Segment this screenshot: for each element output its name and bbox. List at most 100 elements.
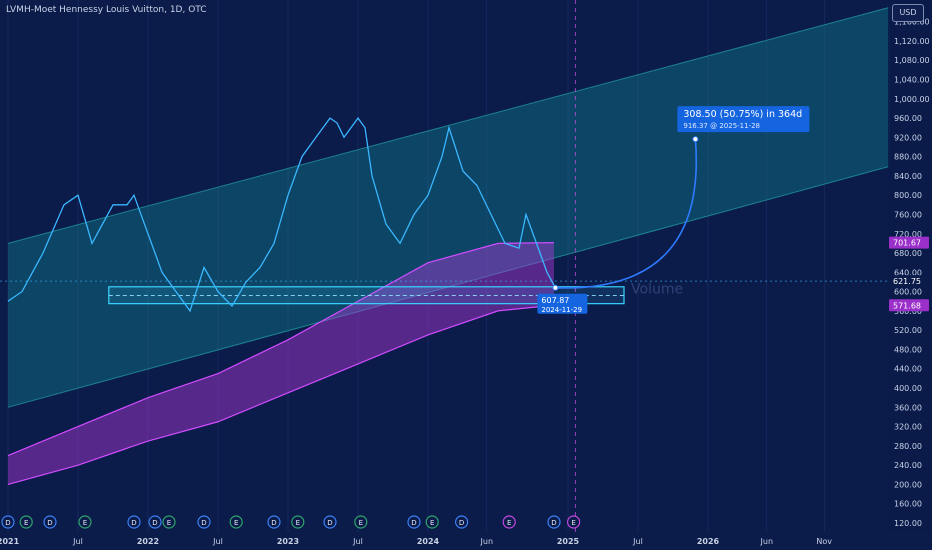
x-tick-label: 2026: [697, 537, 720, 546]
y-tick-label: 1,000.00: [894, 95, 930, 104]
event-marker-text: E: [24, 519, 28, 527]
y-tick-label: 160.00: [894, 500, 922, 509]
x-tick-label: 2021: [0, 537, 20, 546]
event-marker-earnings[interactable]: [354, 515, 368, 529]
chart-title: LVMH-Moet Hennessy Louis Vuitton, 1D, OT…: [6, 5, 207, 15]
x-tick-label: Jul: [212, 537, 223, 546]
event-marker-earnings[interactable]: [502, 515, 516, 529]
y-tick-label: 1,040.00: [894, 75, 930, 84]
y-tick-label: 400.00: [894, 384, 922, 393]
x-tick-label: 2023: [277, 537, 299, 546]
event-marker-text: D: [152, 519, 157, 527]
projection-target-text: 916.37 @ 2025-11-28: [683, 122, 760, 130]
ma-upper-tag: 701.67: [893, 239, 921, 248]
event-marker-dividend[interactable]: [455, 515, 469, 529]
y-tick-label: 920.00: [894, 133, 922, 142]
event-marker-earnings[interactable]: [229, 515, 243, 529]
channel-upper-line: [7, 6, 891, 244]
y-tick-label: 800.00: [894, 191, 922, 200]
y-tick-label: 720.00: [894, 230, 922, 239]
event-marker-text: E: [571, 519, 575, 527]
y-tick-label: 120.00: [894, 519, 922, 528]
event-marker-text: D: [131, 519, 136, 527]
y-tick-label: 520.00: [894, 326, 922, 335]
current-price-tag: 621.75: [893, 277, 921, 286]
ma-lower-tag: 571.68: [893, 301, 921, 310]
event-marker-dividend[interactable]: [1, 515, 15, 529]
start-label-box: [537, 293, 588, 314]
start-date-text: 2024-11-29: [541, 306, 582, 314]
y-tick-label: 440.00: [894, 365, 922, 374]
event-marker-text: E: [296, 519, 300, 527]
ma-upper-line: [7, 241, 555, 457]
event-marker-dividend[interactable]: [197, 515, 211, 529]
event-marker-text: D: [411, 519, 416, 527]
y-tick-label: 480.00: [894, 345, 922, 354]
x-tick-label: Jun: [760, 537, 774, 546]
y-tick-label: 1,120.00: [894, 37, 930, 46]
y-tick-label: 240.00: [894, 461, 922, 470]
y-tick-label: 360.00: [894, 403, 922, 412]
x-tick-label: Jul: [352, 537, 363, 546]
y-tick-label: 880.00: [894, 153, 922, 162]
projection-change-text: 308.50 (50.75%) in 364d: [683, 109, 802, 120]
event-marker-earnings[interactable]: [291, 515, 305, 529]
event-marker-earnings[interactable]: [566, 515, 581, 529]
y-tick-label: 760.00: [894, 210, 922, 219]
event-marker-text: D: [327, 519, 332, 527]
event-marker-dividend[interactable]: [127, 515, 141, 529]
event-marker-dividend[interactable]: [148, 515, 162, 529]
x-tick-label: Jul: [72, 537, 83, 546]
currency-button[interactable]: USD: [892, 4, 924, 22]
x-tick-label: 2024: [417, 537, 440, 546]
projection-label-box: [677, 106, 810, 133]
event-marker-dividend[interactable]: [43, 515, 57, 529]
projection-end-point[interactable]: [692, 136, 699, 143]
y-tick-label: 840.00: [894, 172, 922, 181]
event-marker-dividend[interactable]: [323, 515, 337, 529]
y-tick-label: 200.00: [894, 480, 922, 489]
y-tick-label: 960.00: [894, 114, 922, 123]
y-tick-label: 1,080.00: [894, 56, 930, 65]
x-axis-panel: [0, 532, 932, 550]
event-marker-text: D: [201, 519, 206, 527]
current-price-tag-bg: [889, 275, 929, 288]
event-marker-text: D: [47, 519, 52, 527]
y-tick-label: 320.00: [894, 423, 922, 432]
x-tick-label: Nov: [816, 537, 832, 546]
y-tick-label: 680.00: [894, 249, 922, 258]
channel-area: [8, 7, 890, 408]
projection-curve[interactable]: [555, 139, 698, 289]
y-tick-label: 1,160.00: [894, 18, 930, 27]
event-marker-earnings[interactable]: [19, 515, 33, 529]
event-marker-earnings[interactable]: [78, 515, 92, 529]
ma-lower-tag-bg: [889, 299, 929, 312]
event-marker-dividend[interactable]: [547, 515, 561, 529]
event-marker-earnings[interactable]: [162, 515, 176, 529]
event-marker-text: E: [430, 519, 434, 527]
event-marker-dividend[interactable]: [407, 515, 421, 529]
event-marker-text: D: [551, 519, 556, 527]
x-tick-label: 2022: [137, 537, 159, 546]
y-tick-label: 640.00: [894, 268, 922, 277]
y-tick-label: 600.00: [894, 288, 922, 297]
event-marker-text: E: [83, 519, 87, 527]
event-marker-text: D: [271, 519, 276, 527]
x-tick-label: 2025: [557, 537, 580, 546]
event-marker-text: E: [359, 519, 363, 527]
projection-start-point[interactable]: [552, 284, 559, 291]
y-tick-label: 560.00: [894, 307, 922, 316]
event-marker-text: E: [167, 519, 171, 527]
start-price-text: 607.87: [541, 296, 569, 305]
price-line: [7, 116, 556, 313]
event-marker-text: D: [459, 519, 464, 527]
ma-lower-line: [7, 304, 555, 486]
ma-band: [8, 242, 554, 485]
y-axis-panel: [888, 0, 932, 550]
event-marker-text: D: [5, 519, 10, 527]
x-tick-label: Jun: [480, 537, 494, 546]
event-marker-earnings[interactable]: [425, 515, 439, 529]
event-marker-dividend[interactable]: [267, 515, 281, 529]
